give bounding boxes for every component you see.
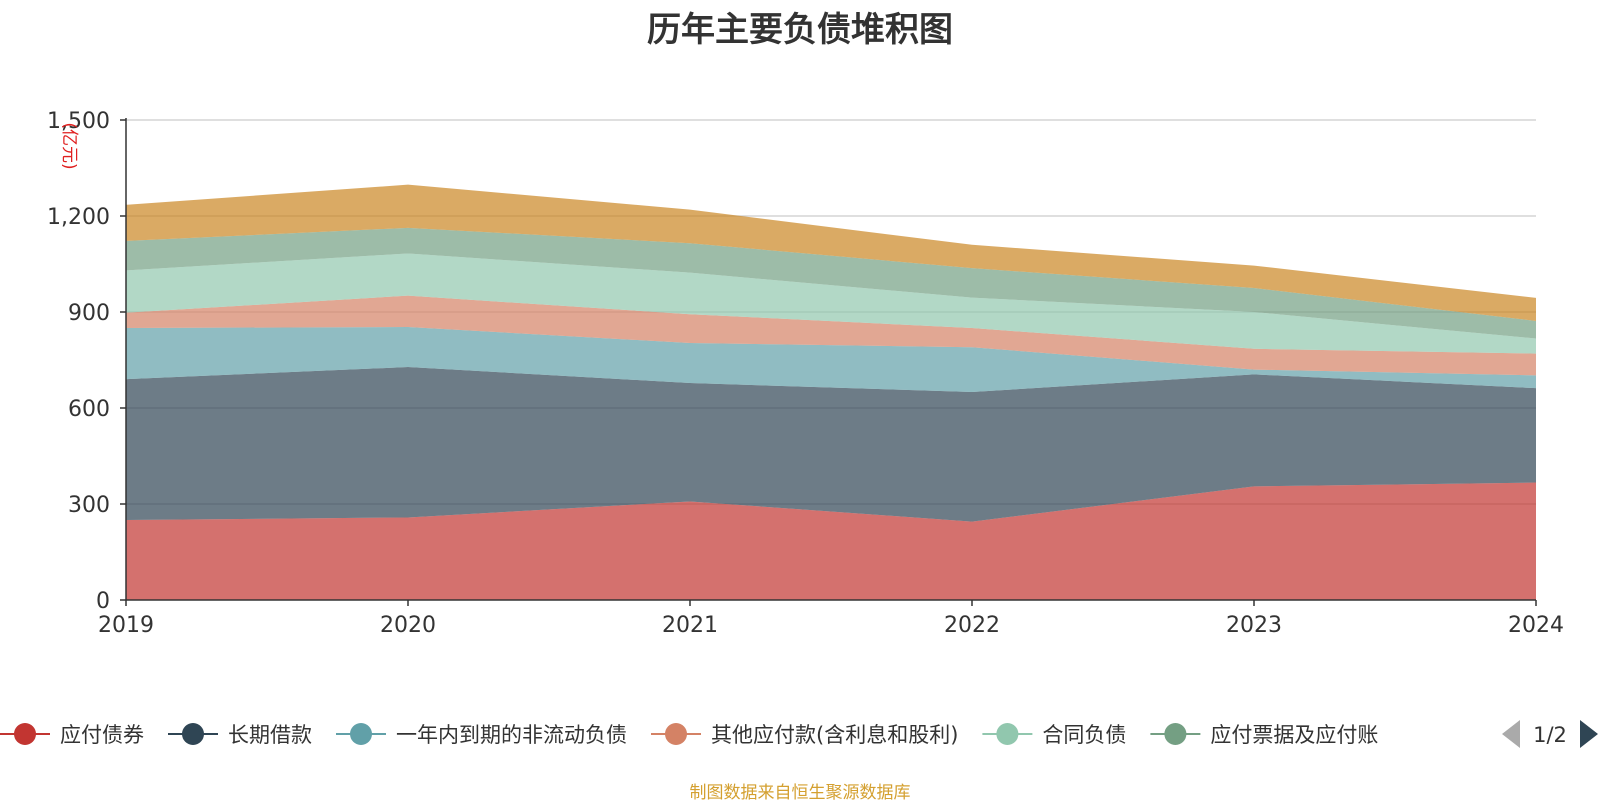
legend-circle-marker	[1164, 723, 1187, 745]
x-tick-label: 2022	[944, 613, 1000, 638]
legend-item[interactable]: 长期借款	[168, 723, 312, 747]
x-tick-label: 2021	[662, 613, 718, 638]
area-series	[126, 184, 1536, 600]
legend-circle-marker	[665, 723, 687, 745]
y-tick-label: 1,500	[47, 109, 110, 134]
legend-next-page-icon[interactable]	[1580, 720, 1598, 748]
legend-item-label: 应付债券	[60, 723, 144, 747]
x-tick-label: 2023	[1226, 613, 1282, 638]
legend-item-label: 合同负债	[1042, 723, 1126, 747]
legend-circle-marker	[996, 723, 1019, 745]
x-tick-label: 2024	[1508, 613, 1564, 638]
x-tick-label: 2020	[380, 613, 436, 638]
legend-item[interactable]: 一年内到期的非流动负债	[336, 723, 627, 747]
y-tick-label: 900	[68, 301, 110, 326]
legend-item[interactable]: 应付票据及应付账	[1150, 723, 1378, 747]
legend-item[interactable]: 应付债券	[0, 723, 144, 747]
area-series-7	[126, 184, 1536, 321]
legend-item-label: 其他应付款(含利息和股利)	[711, 723, 958, 747]
area-series-6	[126, 227, 1536, 339]
axes: 0 300 600 900 1,200 1,500 2019 2020 2021 2022 2023…	[47, 109, 1564, 638]
y-tick-label: 600	[68, 397, 110, 422]
area-series-2	[126, 367, 1536, 522]
x-tick-label: 2019	[98, 613, 154, 638]
data-source-note: 制图数据来自恒生聚源数据库	[689, 783, 911, 803]
area-series-4	[126, 295, 1536, 376]
y-tick-label: 0	[96, 589, 110, 614]
legend-item-label: 一年内到期的非流动负债	[396, 723, 627, 747]
y-tick-label: 1,200	[47, 205, 110, 230]
legend-page-indicator: 1/2	[1533, 723, 1567, 747]
legend-item[interactable]: 其他应付款(含利息和股利)	[651, 723, 958, 747]
legend-item[interactable]: 合同负债	[982, 723, 1126, 747]
legend-item-label: 长期借款	[228, 723, 312, 747]
legend-circle-marker	[350, 723, 372, 745]
area-series-1	[126, 482, 1536, 600]
legend-item-label: 应付票据及应付账	[1210, 723, 1378, 747]
legend-circle-marker	[14, 723, 36, 745]
area-series-3	[126, 327, 1536, 392]
legend[interactable]: 应付债券 长期借款 一年内到期的非流动负债 其他应付款(含利息和股利) 合同负债 应付票据…	[0, 720, 1598, 748]
legend-circle-marker	[182, 723, 204, 745]
chart-title: 历年主要负债堆积图	[647, 10, 953, 50]
y-tick-label: 300	[68, 493, 110, 518]
y-axis-unit-label: (亿元)	[59, 122, 79, 169]
legend-prev-page-icon[interactable]	[1502, 720, 1520, 748]
area-series-5	[126, 253, 1536, 354]
